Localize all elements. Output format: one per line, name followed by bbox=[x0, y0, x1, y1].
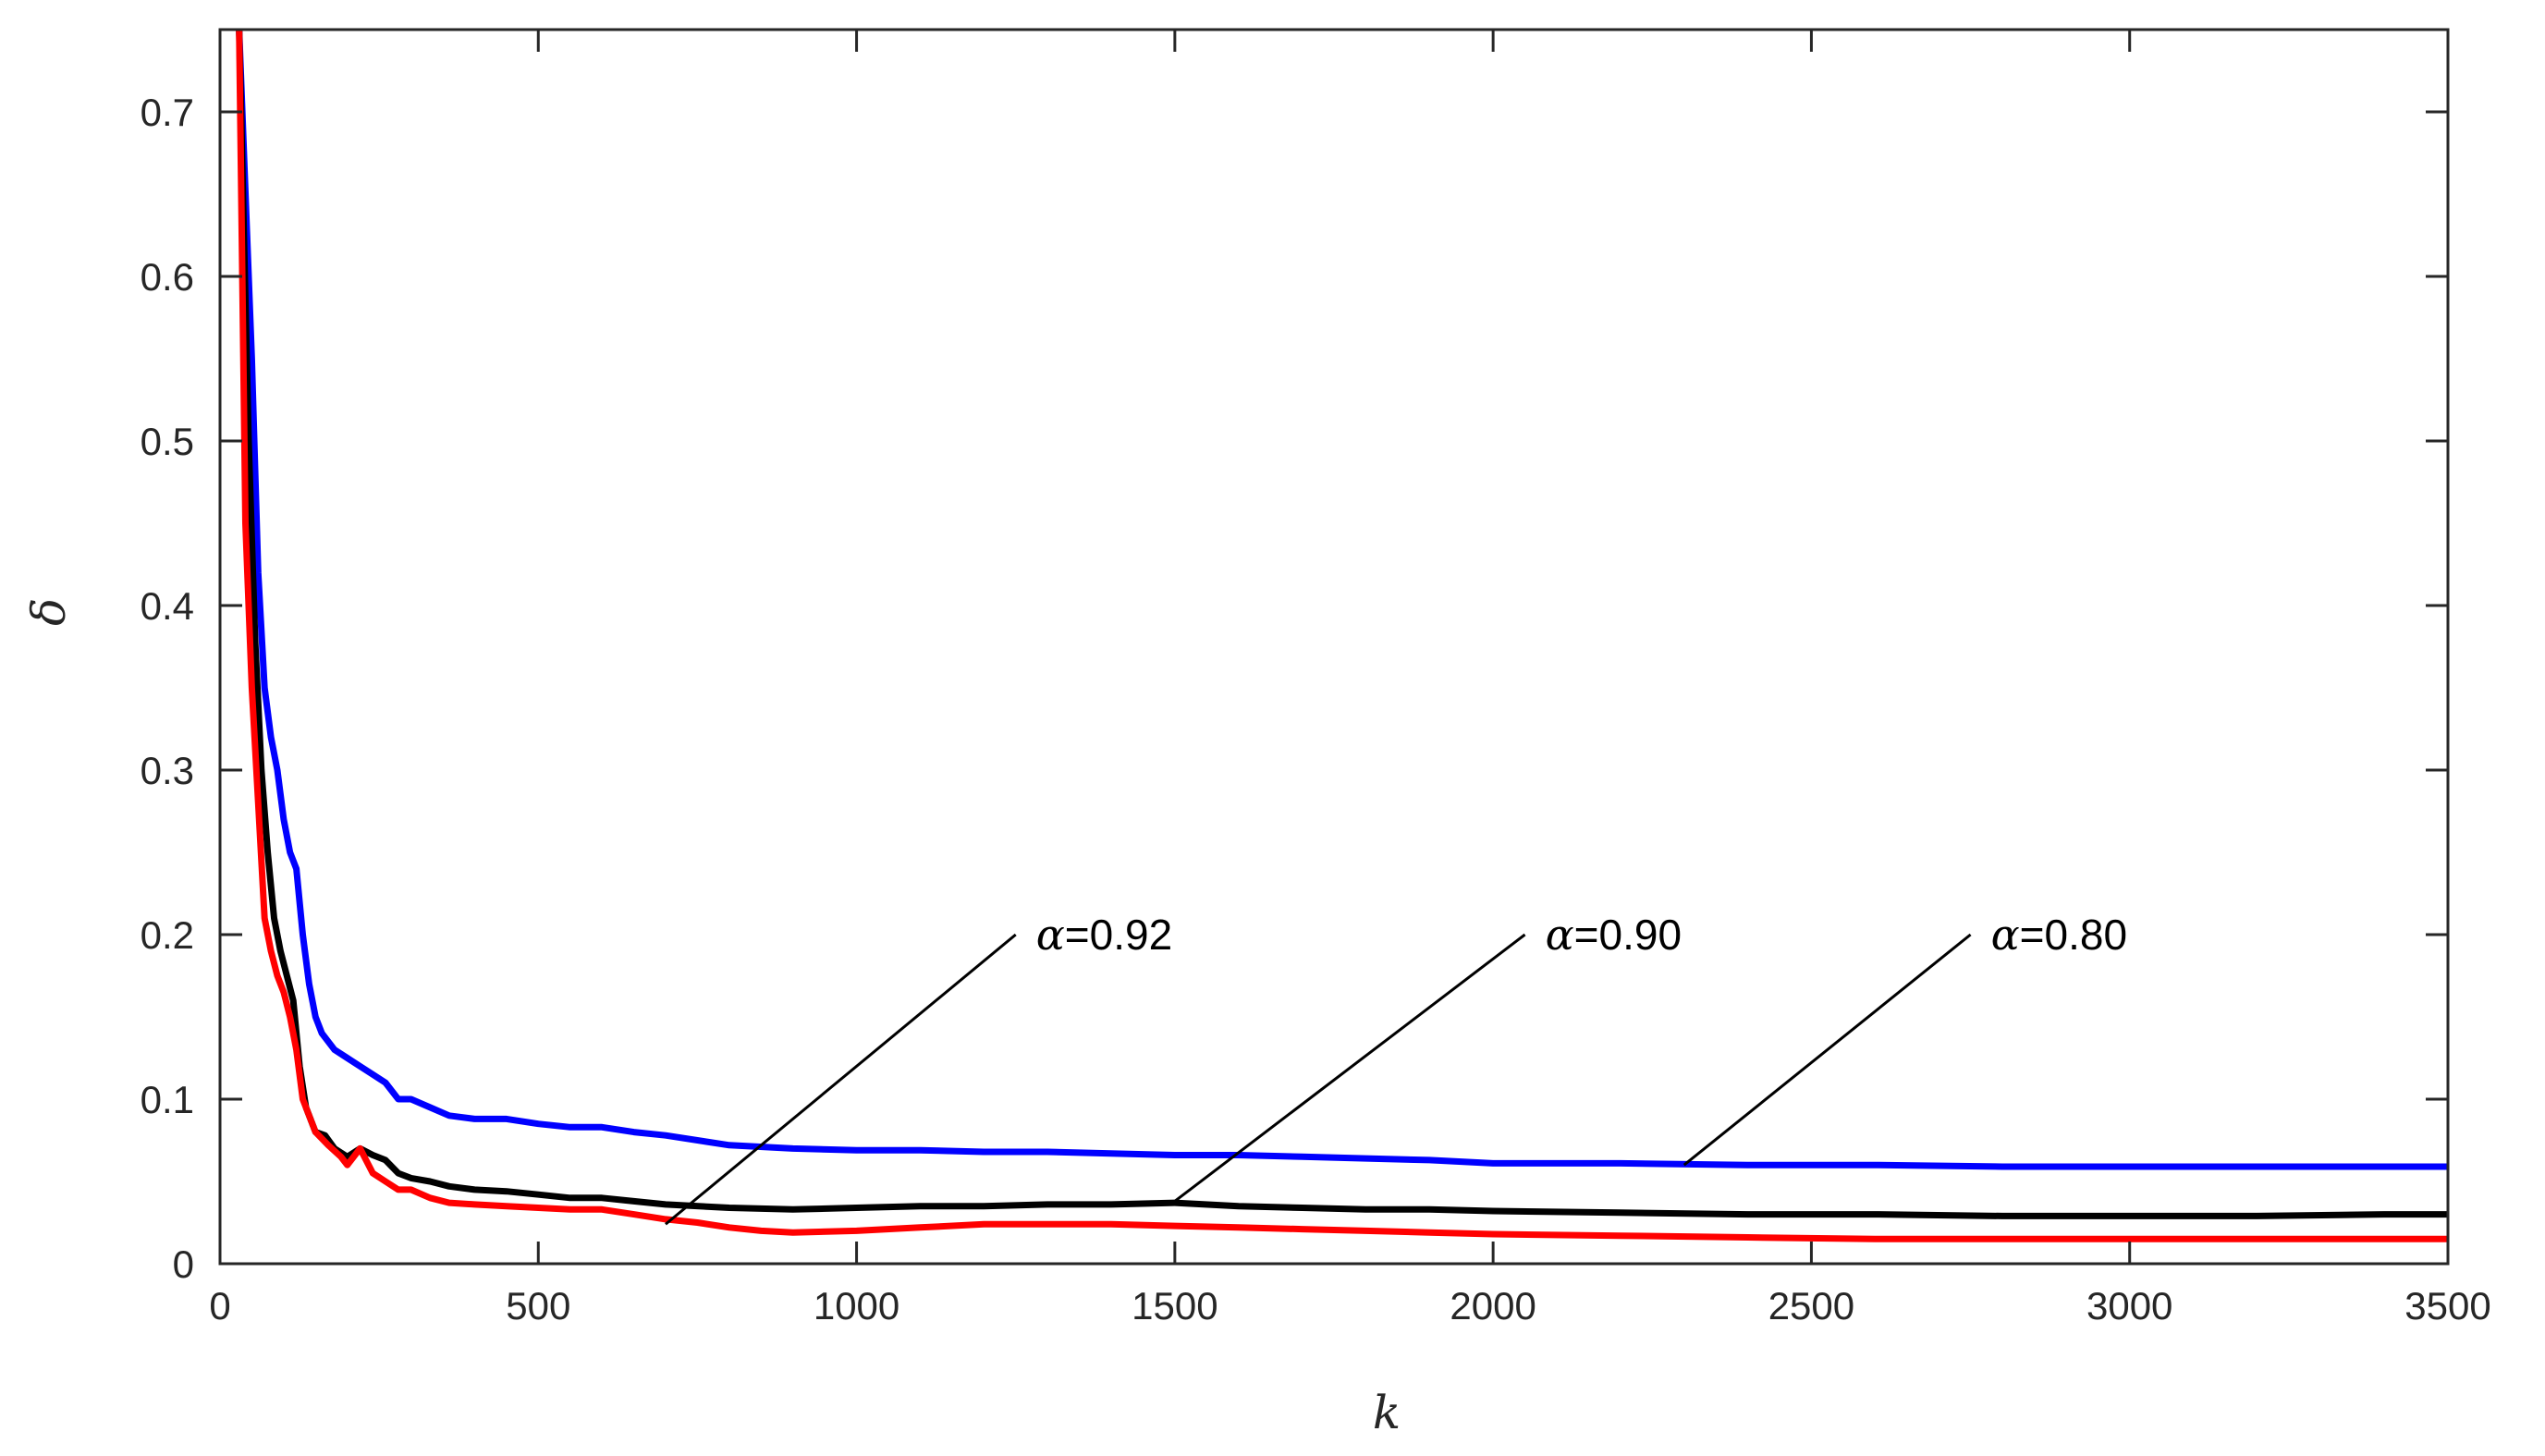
y-tick-label: 0 bbox=[173, 1242, 194, 1286]
annotation-leader-3 bbox=[1682, 933, 1972, 1167]
x-tick-label: 0 bbox=[209, 1284, 230, 1328]
y-tick-label: 0.1 bbox=[141, 1078, 194, 1121]
series-line-3 bbox=[236, 30, 2448, 1242]
x-tick-label: 3000 bbox=[2086, 1284, 2172, 1328]
plot-background bbox=[220, 30, 2448, 1264]
annotation-layer: α=0.92 α=0.90 α=0.80 bbox=[665, 910, 2127, 1226]
tick-layer: 0 500 1000 1500 2000 2500 3000 3500 0 0.1 0.2 0.3 0.… bbox=[141, 30, 2491, 1328]
series-line-1 bbox=[236, 30, 2448, 1170]
annotation-value-3: =0.80 bbox=[2020, 911, 2127, 959]
y-tick-label: 0.7 bbox=[141, 91, 194, 134]
x-tick-label: 2500 bbox=[1768, 1284, 1854, 1328]
y-tick-label: 0.4 bbox=[141, 584, 194, 628]
x-tick-label: 3500 bbox=[2404, 1284, 2490, 1328]
annotation-value-1: =0.92 bbox=[1065, 911, 1172, 959]
y-tick-label: 0.5 bbox=[141, 420, 194, 463]
x-tick-label: 1500 bbox=[1132, 1284, 1217, 1328]
annotation-label-3: α=0.80 bbox=[1991, 910, 2127, 960]
y-tick-label: 0.6 bbox=[141, 255, 194, 299]
x-tick-label: 1000 bbox=[814, 1284, 899, 1328]
x-tick-label: 500 bbox=[506, 1284, 570, 1328]
annotation-symbol-3: α bbox=[1991, 910, 2020, 960]
annotation-leader-1 bbox=[665, 933, 1017, 1226]
annotation-value-2: =0.90 bbox=[1574, 911, 1682, 959]
y-tick-label: 0.3 bbox=[141, 749, 194, 792]
x-axis-label: k bbox=[1373, 1386, 1401, 1439]
annotation-label-1: α=0.92 bbox=[1036, 910, 1172, 960]
series-layer bbox=[236, 30, 2448, 1242]
y-tick-label: 0.2 bbox=[141, 913, 194, 957]
plot-frame bbox=[218, 28, 2450, 1266]
annotation-symbol-1: α bbox=[1036, 910, 1065, 960]
series-line-2 bbox=[236, 30, 2448, 1219]
annotation-label-2: α=0.90 bbox=[1546, 910, 1682, 960]
annotation-leader-2 bbox=[1173, 933, 1526, 1203]
x-tick-label: 2000 bbox=[1450, 1284, 1536, 1328]
annotation-symbol-2: α bbox=[1546, 910, 1574, 960]
y-axis-label: δ bbox=[22, 598, 76, 626]
